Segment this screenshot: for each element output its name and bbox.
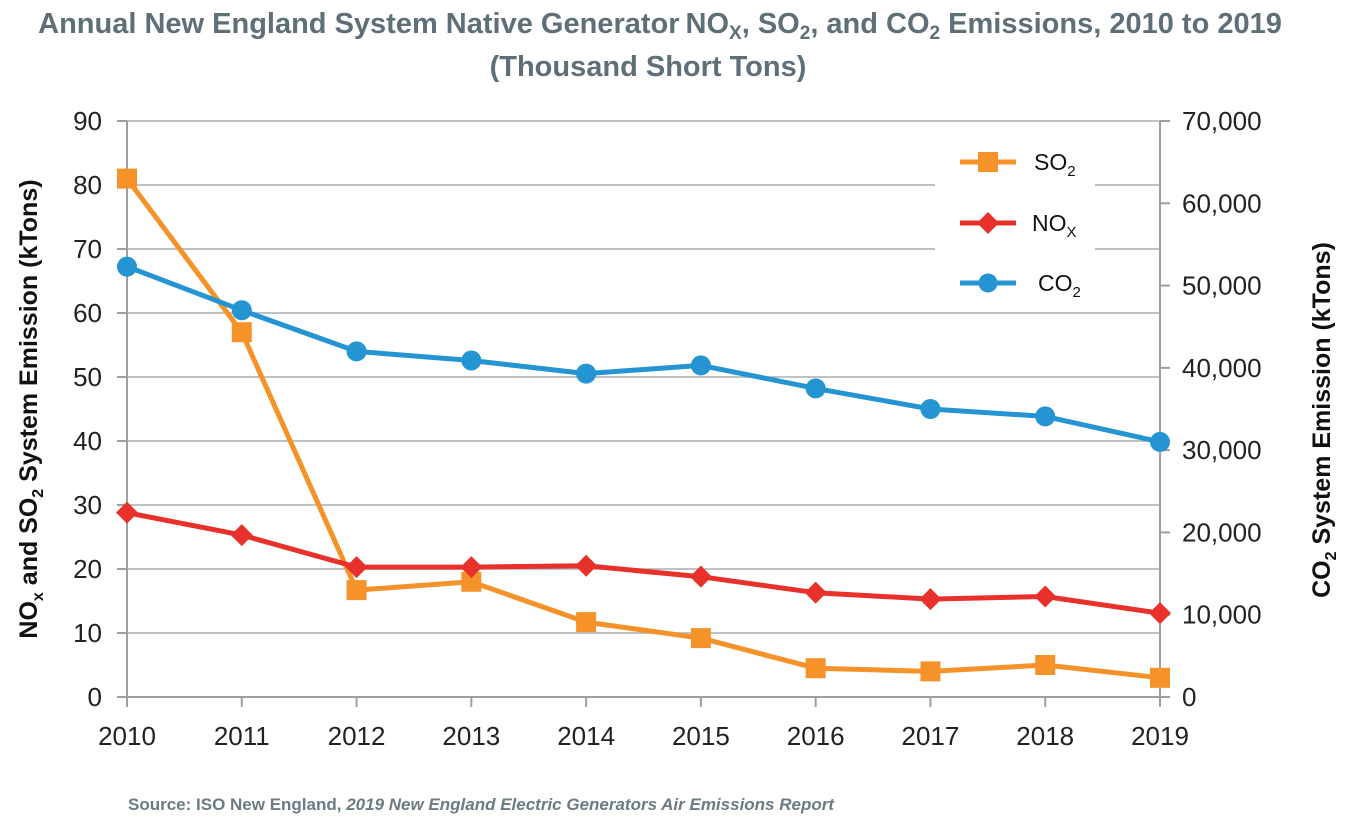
x-tick-label: 2017 — [902, 721, 960, 751]
co2-point — [1150, 431, 1170, 452]
left-tick-label: 0 — [88, 682, 102, 712]
co2-point — [1035, 406, 1056, 427]
co2-point — [690, 355, 711, 376]
so2-point — [461, 571, 482, 592]
right-tick-label: 60,000 — [1182, 188, 1262, 218]
axes — [117, 121, 1170, 698]
legend-co2-label: CO2 — [1038, 270, 1081, 301]
left-tick-label: 10 — [73, 618, 102, 648]
legend-item-so2: SO2 — [960, 149, 1076, 180]
left-tick-label: 80 — [73, 170, 102, 200]
x-tick-label: 2011 — [214, 721, 270, 751]
legend-so2-marker — [978, 152, 998, 172]
nox-point — [804, 581, 827, 604]
x-tick-label: 2014 — [557, 721, 615, 751]
co2-point — [346, 341, 367, 362]
co2-point — [231, 300, 252, 321]
left-axis-ticks: 0 10 20 30 40 50 60 70 80 90 — [73, 106, 127, 712]
source-note: Source: ISO New England, 2019 New Englan… — [128, 795, 835, 814]
x-tick-label: 2013 — [442, 721, 500, 751]
right-tick-label: 40,000 — [1182, 353, 1262, 383]
nox-point — [345, 556, 368, 579]
nox-point — [1034, 585, 1057, 608]
co2-point — [920, 399, 941, 419]
x-tick-label: 2016 — [787, 721, 845, 751]
legend-co2-marker — [978, 273, 998, 293]
right-tick-label: 70,000 — [1182, 106, 1262, 136]
x-tick-label: 2012 — [328, 721, 386, 751]
nox-point — [460, 556, 483, 579]
right-tick-label: 50,000 — [1182, 271, 1262, 301]
legend-nox-marker — [977, 212, 999, 234]
series-group — [116, 168, 1171, 688]
x-tick-label: 2015 — [672, 721, 730, 751]
left-tick-label: 30 — [73, 490, 102, 520]
co2-point — [461, 350, 482, 371]
so2-point — [117, 168, 137, 189]
nox-point — [575, 554, 598, 577]
right-tick-label: 30,000 — [1182, 435, 1262, 465]
so2-point — [231, 322, 252, 343]
nox-point — [230, 524, 253, 547]
nox-point — [689, 565, 712, 588]
co2-line — [126, 264, 1161, 445]
so2-point — [920, 661, 941, 682]
legend: SO2 NOX CO2 — [935, 133, 1095, 308]
legend-item-nox: NOX — [960, 210, 1077, 241]
x-tick-label: 2018 — [1016, 721, 1074, 751]
so2-point — [1150, 667, 1170, 688]
so2-point — [805, 658, 826, 679]
legend-nox-label: NOX — [1032, 210, 1077, 241]
so2-point — [576, 612, 597, 633]
left-axis-title: NOx and SO2 System Emission (kTons) — [15, 179, 47, 638]
nox-point — [116, 501, 138, 524]
chart-title-line2: (Thousand Short Tons) — [490, 51, 807, 83]
left-tick-label: 50 — [73, 362, 102, 392]
x-tick-label: 2019 — [1131, 721, 1189, 751]
right-axis-title: CO2 System Emission (kTons) — [1308, 242, 1340, 598]
so2-point — [346, 580, 367, 601]
x-tick-label: 2010 — [98, 721, 156, 751]
right-tick-label: 10,000 — [1182, 600, 1262, 630]
so2-point — [1035, 655, 1056, 675]
co2-point — [117, 256, 137, 277]
legend-so2-label: SO2 — [1034, 149, 1076, 180]
left-tick-label: 90 — [73, 106, 102, 136]
co2-point — [576, 363, 597, 384]
nox-line — [126, 510, 1161, 616]
right-tick-label: 0 — [1182, 682, 1196, 712]
gridlines — [127, 120, 1160, 634]
right-axis-ticks: 0 10,000 20,000 30,000 40,000 50,000 60,000 70,… — [1160, 106, 1262, 712]
so2-line — [124, 177, 1161, 681]
right-tick-label: 20,000 — [1182, 517, 1262, 547]
x-axis-ticks: 2010 2011 2012 2013 2014 2015 2016 2017 2018 2019 — [98, 697, 1189, 751]
co2-point — [805, 378, 826, 399]
legend-item-co2: CO2 — [960, 270, 1081, 301]
left-tick-label: 70 — [73, 234, 102, 264]
left-tick-label: 60 — [73, 298, 102, 328]
nox-point — [919, 588, 942, 611]
so2-point — [690, 628, 711, 649]
left-tick-label: 40 — [73, 426, 102, 456]
chart-title-line1: Annual New England System Native Generat… — [38, 8, 1282, 44]
left-tick-label: 20 — [73, 554, 102, 584]
nox-point — [1149, 602, 1171, 625]
